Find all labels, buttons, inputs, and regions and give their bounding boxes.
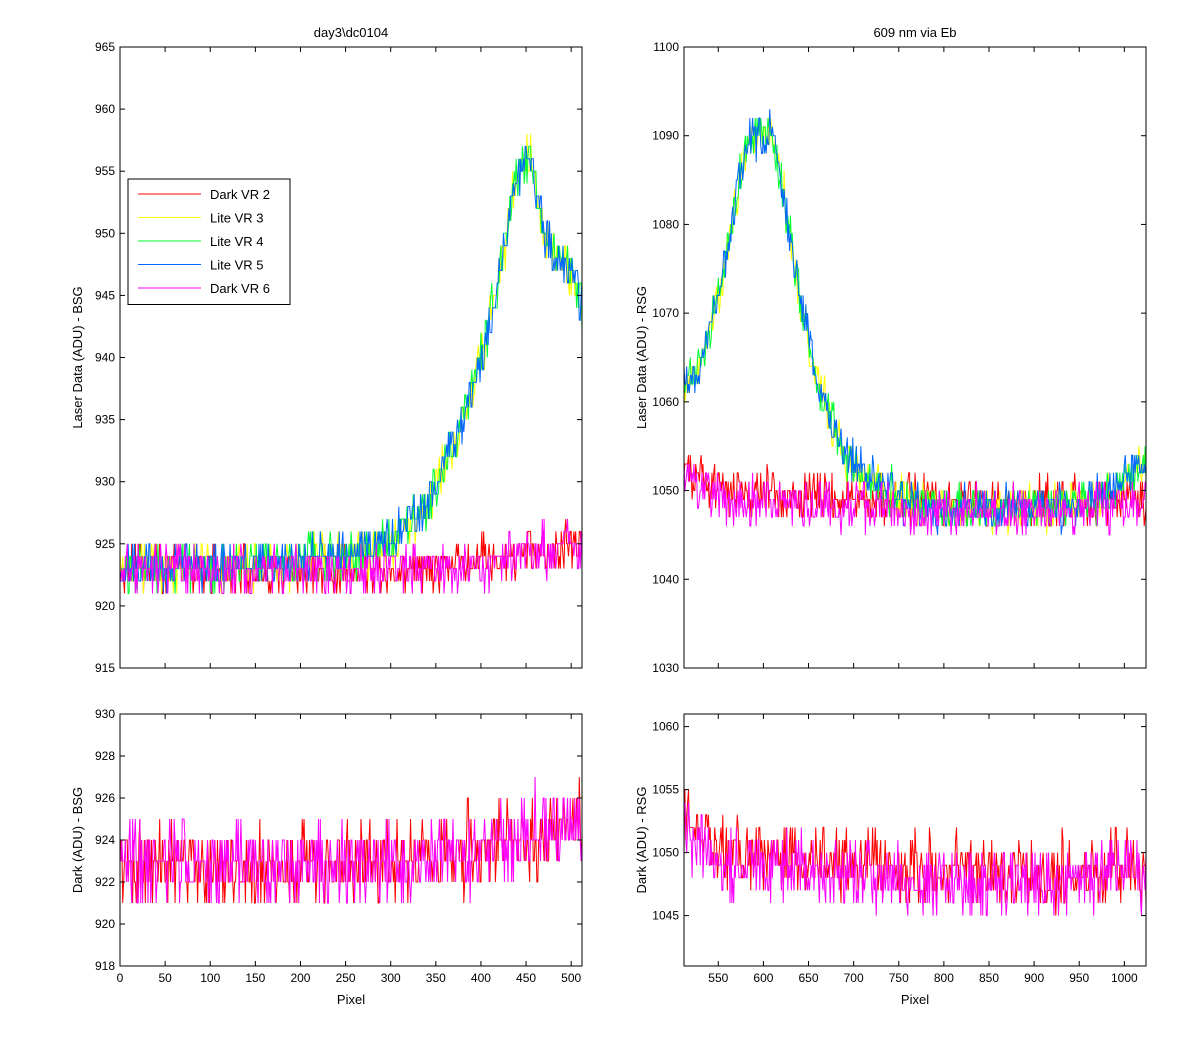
y-tick-label: 1050 (652, 484, 679, 498)
series-line-dark-vr-6 (120, 776, 582, 904)
x-tick-label: 500 (561, 971, 581, 985)
x-tick-label: 150 (245, 971, 265, 985)
y-tick-label: 930 (95, 707, 115, 721)
x-tick-label: 100 (200, 971, 220, 985)
chart-title: day3\dc0104 (314, 25, 388, 40)
y-tick-label: 920 (95, 599, 115, 613)
x-tick-label: 300 (381, 971, 401, 985)
legend-entry: Dark VR 2 (210, 187, 270, 202)
chart-panel-bottom-left: 918 920 922 924 926 928 930 0 50 100 150 200 250 300 3… (70, 707, 583, 1007)
y-tick-label: 1060 (652, 720, 679, 734)
legend: Dark VR 2 Lite VR 3 Lite VR 4 Lite VR 5 Dark… (127, 178, 291, 305)
x-tick-label: 650 (799, 971, 819, 985)
legend-box (127, 178, 291, 305)
x-axis-label: Pixel (901, 992, 929, 1007)
y-tick-label: 960 (95, 102, 115, 116)
x-tick-label: 50 (158, 971, 172, 985)
y-tick-label: 1070 (652, 306, 679, 320)
y-tick-label: 965 (95, 40, 115, 54)
y-tick-label: 945 (95, 288, 115, 302)
series-group (684, 789, 1146, 917)
x-tick-label: 600 (753, 971, 773, 985)
legend-entry: Lite VR 4 (210, 234, 263, 249)
y-tick-label: 924 (95, 833, 115, 847)
y-tick-label: 1055 (652, 783, 679, 797)
chart-panel-top-left: 915 920 925 930 935 940 945 950 955 960 965 day3\dc… (70, 25, 583, 675)
x-tick-label: 450 (516, 971, 536, 985)
series-group (120, 776, 582, 904)
x-axis-label: Pixel (337, 992, 365, 1007)
chart-panel-top-right: 1030 1040 1050 1060 1070 1080 1090 1100 609 nm v… (634, 25, 1147, 675)
y-tick-label: 955 (95, 164, 115, 178)
axes-box (683, 46, 1147, 669)
y-tick-label: 922 (95, 875, 115, 889)
x-tick-label: 200 (290, 971, 310, 985)
y-tick-label: 950 (95, 226, 115, 240)
y-axis-label: Dark (ADU) - RSG (634, 787, 649, 894)
series-line-dark-vr-2 (684, 789, 1146, 916)
series-line-lite-vr-5 (120, 145, 582, 594)
y-tick-label: 915 (95, 661, 115, 675)
y-axis-label: Laser Data (ADU) - RSG (634, 286, 649, 429)
y-tick-label: 1045 (652, 909, 679, 923)
x-tick-label: 1000 (1111, 971, 1138, 985)
x-tick-label: 700 (844, 971, 864, 985)
y-tick-label: 935 (95, 413, 115, 427)
x-tick-label: 0 (117, 971, 124, 985)
x-tick-label: 250 (336, 971, 356, 985)
y-tick-label: 1100 (653, 40, 679, 54)
y-tick-label: 1060 (652, 395, 679, 409)
y-tick-label: 1030 (652, 661, 679, 675)
x-tick-label: 550 (708, 971, 728, 985)
y-tick-label: 925 (95, 537, 115, 551)
x-tick-label: 800 (934, 971, 954, 985)
y-axis-label: Laser Data (ADU) - BSG (70, 286, 85, 428)
chart-title: 609 nm via Eb (873, 25, 956, 40)
y-tick-label: 1080 (652, 217, 679, 231)
axes-box (683, 713, 1147, 967)
legend-entry: Lite VR 3 (210, 211, 263, 226)
y-tick-label: 940 (95, 351, 115, 365)
y-tick-label: 918 (95, 959, 115, 973)
y-axis-label: Dark (ADU) - BSG (70, 787, 85, 893)
x-tick-label: 350 (426, 971, 446, 985)
series-line-dark-vr-6 (120, 518, 582, 594)
y-tick-label: 1090 (652, 129, 679, 143)
x-tick-label: 850 (979, 971, 999, 985)
y-tick-label: 1050 (652, 846, 679, 860)
y-tick-label: 928 (95, 749, 115, 763)
y-tick-label: 930 (95, 475, 115, 489)
y-tick-label: 1040 (652, 572, 679, 586)
x-tick-label: 950 (1069, 971, 1089, 985)
x-tick-label: 750 (889, 971, 909, 985)
series-group (684, 109, 1146, 536)
legend-entry: Dark VR 6 (210, 281, 270, 296)
chart-panel-bottom-right: 1045 1050 1055 1060 550 600 650 700 750 800 850 900… (634, 713, 1147, 1007)
series-line-dark-vr-6 (684, 463, 1146, 536)
series-line-dark-vr-6 (684, 802, 1146, 917)
y-tick-label: 926 (95, 791, 115, 805)
legend-entry: Lite VR 5 (210, 258, 263, 273)
x-tick-label: 900 (1024, 971, 1044, 985)
series-group (120, 133, 582, 594)
y-tick-label: 920 (95, 917, 115, 931)
x-tick-label: 400 (471, 971, 491, 985)
